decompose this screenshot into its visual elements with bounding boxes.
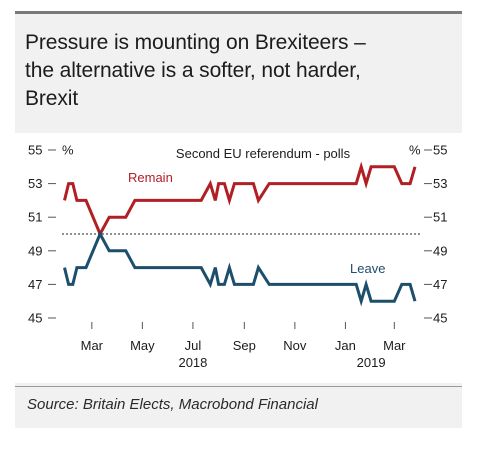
x-tick-label: Sep xyxy=(233,338,256,353)
x-tick-label: Nov xyxy=(283,338,307,353)
y-tick-label-left: 51 xyxy=(28,210,42,225)
y-tick-label-left: 55 xyxy=(28,143,42,158)
headline-line-1: Pressure is mounting on Brexiteers – xyxy=(25,31,366,54)
y-unit-right: % xyxy=(409,143,421,158)
y-tick-label-right: 51 xyxy=(433,210,447,225)
x-tick-label: Mar xyxy=(383,338,406,353)
x-year-label: 2019 xyxy=(357,355,386,370)
panel-top-rule xyxy=(15,11,462,14)
y-tick-label-left: 49 xyxy=(28,243,42,258)
chart-title: Second EU referendum - polls xyxy=(176,146,351,161)
headline-line-2: the alternative is a softer, not harder, xyxy=(25,59,361,82)
series-line-leave xyxy=(63,230,417,307)
series-line-remain xyxy=(63,161,417,238)
source-note: Source: Britain Elects, Macrobond Financ… xyxy=(27,396,318,413)
y-tick-label-right: 49 xyxy=(433,243,447,258)
headline-line-3: Brexit xyxy=(25,87,79,110)
y-tick-label-left: 53 xyxy=(28,176,42,191)
y-tick-label-right: 53 xyxy=(433,176,447,191)
x-tick-label: Jul xyxy=(185,338,202,353)
series-label-remain: Remain xyxy=(128,170,173,185)
x-tick-label: May xyxy=(130,338,155,353)
source-divider xyxy=(15,386,462,387)
y-tick-label-right: 55 xyxy=(433,143,447,158)
y-tick-label-left: 47 xyxy=(28,277,42,292)
x-tick-label: Mar xyxy=(81,338,104,353)
y-tick-label-left: 45 xyxy=(28,311,42,326)
x-tick-label: Jan xyxy=(335,338,356,353)
series-label-leave: Leave xyxy=(350,261,385,276)
y-tick-label-right: 47 xyxy=(433,277,447,292)
y-tick-label-right: 45 xyxy=(433,311,447,326)
x-year-label: 2018 xyxy=(178,355,207,370)
chart-headline: Pressure is mounting on Brexiteers – the… xyxy=(25,29,455,113)
y-unit-left: % xyxy=(62,143,74,158)
